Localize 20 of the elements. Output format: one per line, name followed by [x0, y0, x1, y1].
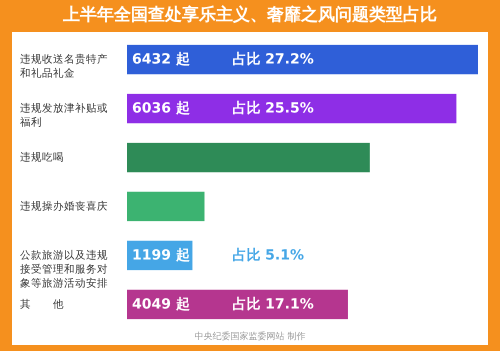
y-tick-label: 违规收送名贵特产和礼品礼金	[20, 52, 108, 80]
y-tick-label: 其 他	[20, 297, 64, 310]
y-tick-label: 违规吃喝	[20, 150, 64, 164]
data-label: 1199 起	[132, 247, 190, 264]
annotation: 中央纪委国家监委网站 制作	[194, 331, 306, 342]
chart-title: 上半年全国查处享乐主义、奢靡之风问题类型占比	[62, 5, 437, 25]
bar	[127, 142, 370, 172]
data-label: 4049 起	[132, 296, 190, 312]
y-tick-label: 违规操办婚丧喜庆	[20, 199, 108, 212]
annotation: 占比 27.2%	[232, 52, 314, 68]
y-tick-label: 违规发放津补贴或福利	[20, 102, 108, 129]
data-label: 6432 起	[132, 52, 190, 68]
bar	[127, 192, 204, 222]
bar	[127, 44, 478, 74]
annotation: 占比 17.1%	[232, 296, 314, 312]
annotation: 占比 5.1%	[232, 247, 304, 264]
data-label: 6036 起	[132, 100, 190, 117]
annotation: 占比 25.5%	[232, 100, 314, 117]
bar	[127, 94, 456, 124]
y-tick-label: 公款旅游以及违规接受管理和服务对象等旅游活动安排	[20, 248, 108, 290]
